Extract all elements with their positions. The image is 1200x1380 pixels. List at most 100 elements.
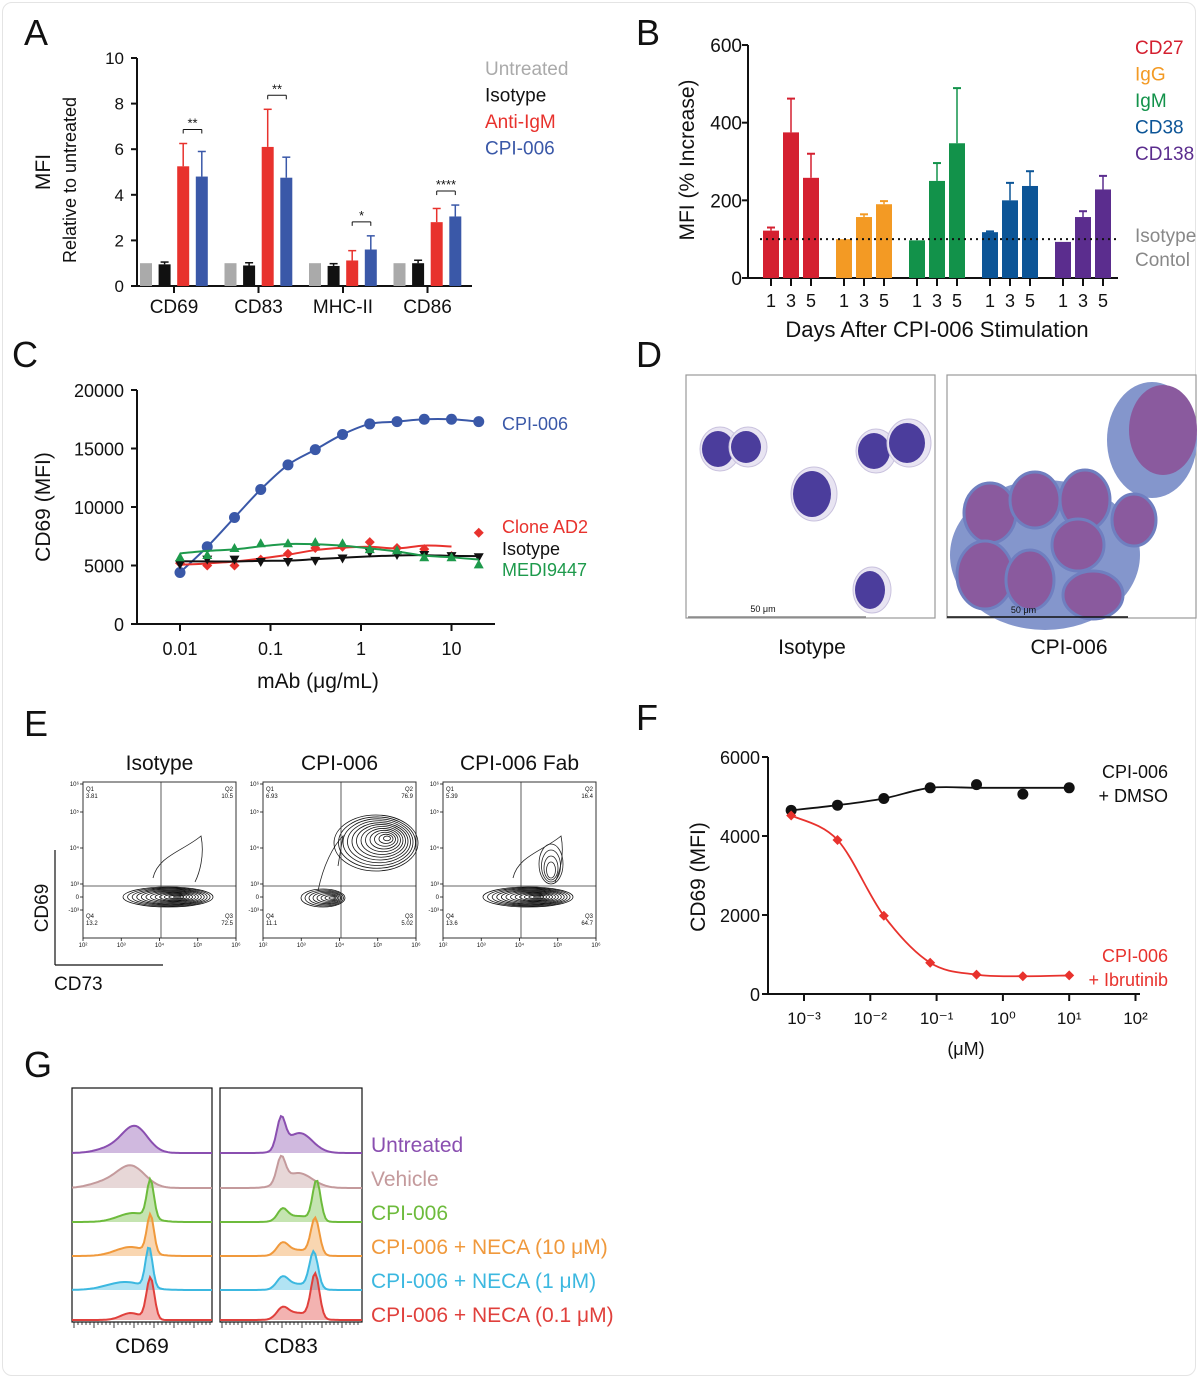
data-point: [364, 418, 376, 430]
y-tick-label: 10⁴: [70, 845, 80, 852]
data-point: [878, 792, 890, 804]
bar: [1075, 217, 1091, 278]
panel-d-micrographs: 50 μm Isotype 50 μm CPI-006: [685, 374, 1197, 659]
x-tick-label: 0.01: [162, 639, 197, 659]
y-tick-label: 4000: [720, 827, 760, 847]
contour: [347, 820, 411, 864]
data-point: [229, 542, 240, 552]
legend-entry: Anti-IgM: [485, 112, 556, 133]
y-axis-sublabel: Relative to untreated: [60, 97, 80, 263]
data-point: [391, 416, 403, 428]
plot-frame: [71, 1087, 213, 1323]
contour: [320, 894, 338, 902]
bar: [140, 263, 152, 286]
y-tick-label: -10³: [68, 908, 79, 914]
x-tick-label: 10⁻²: [854, 1009, 888, 1028]
panel-letter-A: A: [24, 12, 48, 53]
data-point: [229, 555, 240, 565]
bar: [836, 239, 852, 278]
y-tick-label: 10⁵: [430, 809, 440, 816]
contour: [487, 887, 571, 907]
legend-entry: Vehicle: [371, 1168, 439, 1191]
histogram-fill: [72, 1247, 212, 1290]
day-label: 1: [912, 291, 922, 311]
bar: [783, 132, 799, 278]
bar: [280, 177, 293, 286]
x-tick-label: 10⁰: [990, 1009, 1016, 1028]
bar: [856, 217, 872, 278]
y-tick-label: 0: [750, 985, 760, 1005]
cell-nucleus: [855, 571, 885, 609]
legend-entry: CPI-006 + NECA (1 μM): [371, 1270, 596, 1293]
y-tick-label: 15000: [74, 440, 124, 460]
legend-entry: CPI-006: [502, 414, 568, 434]
quadrant-percentage: 16.4: [581, 794, 593, 800]
x-tick-label: 10⁶: [411, 942, 421, 949]
day-label: 3: [859, 291, 869, 311]
y-tick-label: 10⁵: [70, 809, 80, 816]
data-point: [282, 557, 293, 567]
legend-entry: CD38: [1135, 118, 1184, 139]
legend-entry-treatment: + Ibrutinib: [1088, 970, 1168, 990]
legend-entry: IgM: [1135, 91, 1167, 112]
bar: [261, 146, 274, 286]
plot-frame: [219, 1087, 363, 1323]
contour: [150, 891, 196, 903]
data-point: [255, 483, 267, 495]
data-point: [418, 413, 430, 425]
contour: [154, 892, 193, 902]
scale-bar-label: 50 μm: [1011, 605, 1036, 615]
x-tick-label: 10⁵: [373, 942, 383, 949]
panel-letter-B: B: [636, 12, 660, 53]
contour: [168, 894, 185, 900]
x-tick-label: 10⁴: [515, 942, 525, 949]
quadrant-name: Q3: [225, 914, 234, 920]
y-tick-label: 0: [731, 269, 742, 290]
histogram-line: [220, 1270, 362, 1321]
histogram-fill: [220, 1155, 362, 1188]
quadrant-percentage: 76.9: [401, 794, 413, 800]
contour: [543, 855, 559, 881]
day-label: 5: [879, 291, 889, 311]
y-tick-label: 0: [256, 895, 260, 901]
bar: [876, 204, 892, 278]
day-label: 1: [839, 291, 849, 311]
quadrant-percentage: 6.93: [266, 794, 278, 800]
histogram-line: [220, 1249, 362, 1291]
data-point: [175, 560, 185, 570]
day-label: 3: [932, 291, 942, 311]
bar: [763, 230, 779, 278]
bar: [1095, 189, 1111, 278]
contour: [300, 888, 346, 908]
y-tick-label: 10⁴: [430, 845, 440, 852]
data-point: [419, 552, 430, 562]
bar: [430, 222, 443, 286]
y-tick-label: 400: [710, 114, 742, 135]
contour: [514, 892, 553, 902]
contour: [491, 888, 568, 906]
y-tick-label: 200: [710, 191, 742, 212]
contour: [131, 888, 208, 906]
bar: [309, 263, 321, 286]
x-axis-label: CD73: [54, 974, 103, 995]
cell-nucleus: [1110, 492, 1158, 548]
histogram-line: [72, 1274, 212, 1321]
y-tick-label: 4: [115, 186, 124, 205]
y-tick-label: 0: [115, 277, 124, 296]
day-label: 3: [1005, 291, 1015, 311]
x-tick-label: 10⁶: [591, 942, 601, 949]
x-tick-label: 0.1: [258, 639, 283, 659]
legend-entry-treatment: + DMSO: [1098, 786, 1168, 806]
contour: [528, 894, 545, 900]
contour: [127, 887, 211, 907]
contour: [316, 893, 340, 903]
panel-letter-E: E: [24, 703, 48, 744]
data-point: [282, 459, 294, 471]
bar: [929, 180, 945, 278]
histogram-line: [220, 1114, 362, 1154]
legend-entry: CPI-006 + NECA (10 μM): [371, 1236, 608, 1259]
data-point: [337, 554, 348, 564]
legend-entry: CPI-006: [371, 1202, 448, 1225]
y-tick-label: 6: [115, 140, 124, 159]
